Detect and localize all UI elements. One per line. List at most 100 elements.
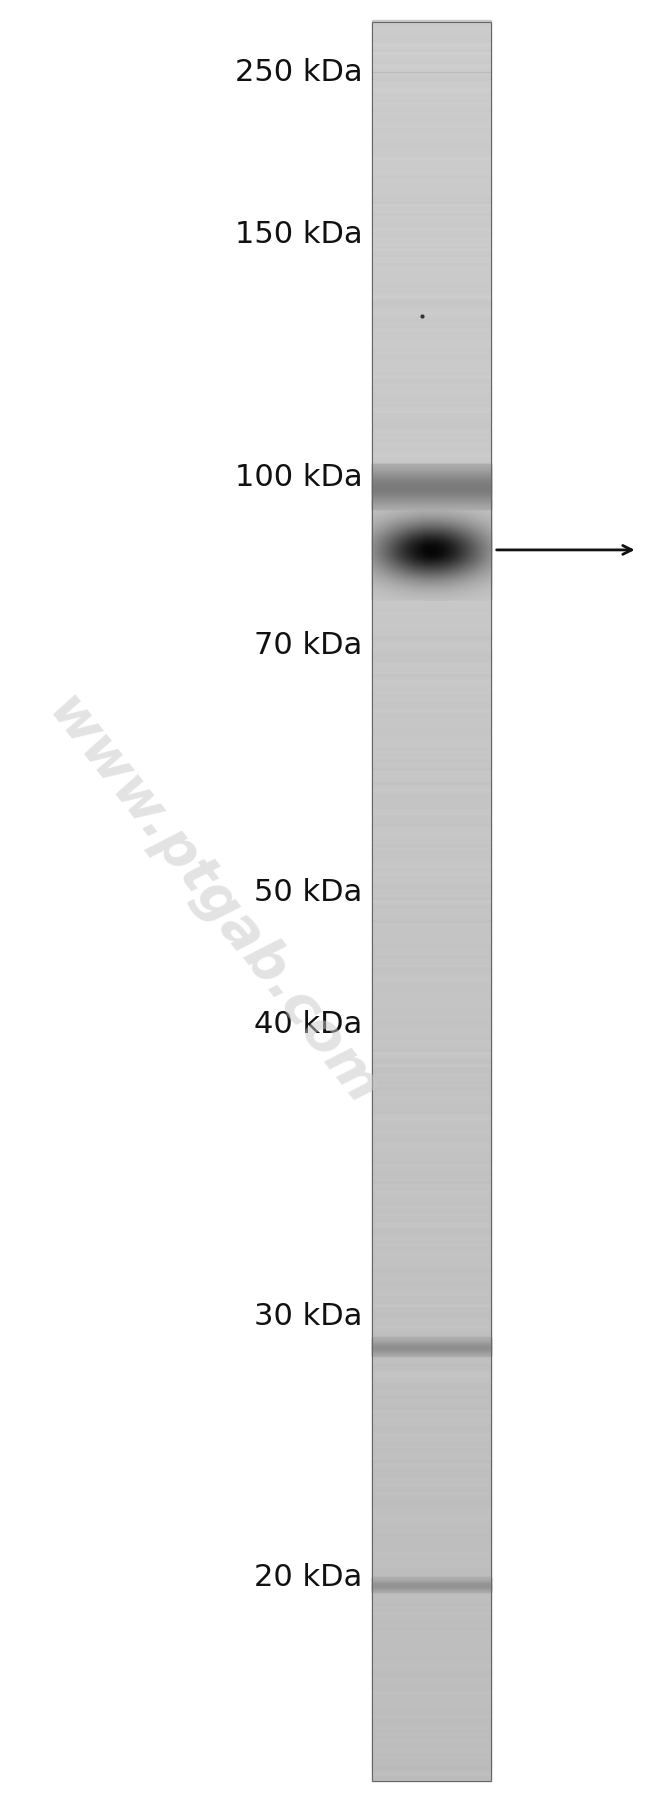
Bar bbox=[372, 389, 491, 395]
Bar bbox=[372, 849, 491, 855]
Bar bbox=[372, 891, 491, 896]
Bar bbox=[372, 914, 491, 920]
Bar bbox=[372, 424, 491, 429]
Bar bbox=[372, 965, 491, 968]
Bar bbox=[372, 1587, 491, 1590]
Bar bbox=[372, 1111, 491, 1116]
Bar bbox=[372, 595, 491, 599]
Bar bbox=[372, 40, 491, 45]
Bar bbox=[372, 180, 491, 186]
Bar bbox=[372, 1671, 491, 1675]
Bar bbox=[372, 409, 491, 415]
Bar bbox=[372, 451, 491, 456]
Bar bbox=[372, 600, 491, 606]
Bar bbox=[372, 352, 491, 355]
Bar bbox=[372, 1073, 491, 1078]
Bar bbox=[372, 1249, 491, 1253]
Bar bbox=[372, 1017, 491, 1022]
Bar bbox=[372, 1406, 491, 1412]
Bar bbox=[372, 1563, 491, 1567]
Bar bbox=[372, 1129, 491, 1134]
Bar bbox=[372, 1289, 491, 1295]
Bar bbox=[372, 824, 491, 828]
Bar bbox=[372, 1058, 491, 1062]
Bar bbox=[372, 1533, 491, 1538]
Bar bbox=[372, 656, 491, 662]
Bar bbox=[372, 361, 491, 364]
Bar bbox=[372, 1222, 491, 1228]
Bar bbox=[372, 647, 491, 653]
Bar bbox=[372, 763, 491, 766]
Bar bbox=[372, 1226, 491, 1230]
Bar bbox=[372, 63, 491, 69]
Bar bbox=[372, 128, 491, 133]
Bar bbox=[372, 366, 491, 371]
Bar bbox=[372, 252, 491, 256]
Bar bbox=[372, 1668, 491, 1673]
Bar bbox=[372, 272, 491, 278]
Bar bbox=[372, 1767, 491, 1772]
Bar bbox=[372, 1630, 491, 1635]
Bar bbox=[372, 1666, 491, 1670]
Bar bbox=[372, 314, 491, 317]
Bar bbox=[372, 786, 491, 790]
Bar bbox=[372, 1116, 491, 1121]
Bar bbox=[372, 990, 491, 995]
Bar bbox=[372, 1367, 491, 1370]
Bar bbox=[372, 885, 491, 889]
Bar bbox=[372, 328, 491, 332]
Bar bbox=[372, 436, 491, 442]
Bar bbox=[372, 1527, 491, 1533]
Bar bbox=[372, 1635, 491, 1641]
Bar bbox=[372, 1522, 491, 1525]
Bar bbox=[372, 1260, 491, 1266]
Bar bbox=[372, 1396, 491, 1401]
Bar bbox=[372, 1087, 491, 1093]
Bar bbox=[372, 1554, 491, 1558]
Bar bbox=[372, 61, 491, 65]
Bar bbox=[372, 258, 491, 261]
Bar bbox=[372, 1022, 491, 1028]
Bar bbox=[372, 1037, 491, 1042]
Bar bbox=[372, 1278, 491, 1282]
Bar bbox=[372, 1489, 491, 1495]
Bar bbox=[372, 1217, 491, 1221]
Bar bbox=[372, 1284, 491, 1289]
Bar bbox=[372, 1053, 491, 1057]
Bar bbox=[372, 651, 491, 654]
Bar bbox=[372, 269, 491, 274]
Bar bbox=[372, 806, 491, 811]
Bar bbox=[372, 770, 491, 775]
Bar bbox=[372, 936, 491, 939]
Bar bbox=[372, 1466, 491, 1471]
Bar bbox=[372, 667, 491, 673]
Bar bbox=[372, 108, 491, 112]
Bar bbox=[372, 1498, 491, 1502]
Bar bbox=[372, 67, 491, 72]
Bar bbox=[372, 894, 491, 898]
Text: www.ptgab.com: www.ptgab.com bbox=[36, 687, 389, 1116]
Bar bbox=[372, 1504, 491, 1509]
Bar bbox=[372, 43, 491, 49]
Bar bbox=[372, 1704, 491, 1707]
Bar bbox=[372, 348, 491, 353]
Bar bbox=[372, 1316, 491, 1322]
Bar bbox=[372, 1776, 491, 1781]
Bar bbox=[372, 974, 491, 977]
Bar bbox=[372, 559, 491, 564]
Bar bbox=[372, 267, 491, 270]
Bar bbox=[372, 1742, 491, 1745]
Bar bbox=[372, 362, 491, 368]
Bar bbox=[372, 189, 491, 195]
Bar bbox=[372, 829, 491, 835]
Bar bbox=[372, 1327, 491, 1332]
Bar bbox=[372, 539, 491, 545]
Bar bbox=[372, 777, 491, 781]
Bar bbox=[372, 1448, 491, 1453]
Bar bbox=[372, 858, 491, 864]
Bar bbox=[372, 680, 491, 685]
Bar bbox=[372, 833, 491, 837]
Bar bbox=[372, 22, 491, 1781]
Bar bbox=[372, 1495, 491, 1500]
Bar bbox=[372, 1729, 491, 1734]
